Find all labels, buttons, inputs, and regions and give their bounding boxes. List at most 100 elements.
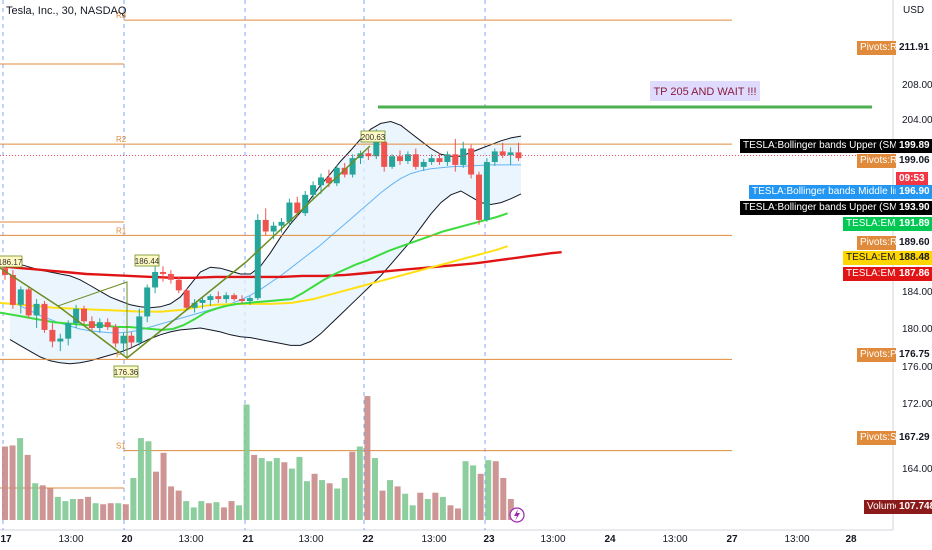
volume-bar [447, 505, 454, 520]
lightning-glyph [514, 509, 520, 521]
candle-body [136, 316, 143, 343]
volume-bar [213, 502, 220, 520]
candle-body [491, 151, 498, 163]
volume-bar [296, 457, 303, 520]
candle-body [270, 225, 277, 232]
volume-bar [39, 485, 46, 520]
volume-bar [251, 454, 258, 520]
y-tick-label: 204.00 [902, 115, 932, 126]
volume-bar [439, 496, 446, 520]
x-tick-label: 22 [362, 534, 374, 545]
candle-body [420, 162, 427, 167]
candle-body [325, 177, 332, 184]
candle-body [152, 272, 159, 288]
price-callout-text: 200.63 [361, 133, 386, 142]
candle-body [318, 177, 324, 186]
price-callout-box [113, 365, 139, 378]
candle-body [310, 185, 317, 195]
candle-body [294, 202, 301, 214]
y-tick-label: 172.00 [902, 399, 932, 410]
volume-bar [477, 473, 484, 520]
volume-bar [160, 452, 167, 520]
volume-bar [326, 483, 333, 520]
x-tick-label: 13:00 [540, 534, 565, 545]
volume-bar [266, 461, 273, 520]
chart-header: Tesla, Inc., 30, NASDAQ [6, 5, 126, 17]
volume-bar [507, 499, 514, 520]
candle-body [412, 154, 419, 167]
candle-body [246, 298, 253, 301]
volume-bar [492, 461, 499, 520]
candle-body [381, 141, 388, 167]
candle-body [112, 327, 119, 344]
volume-bar [341, 478, 348, 520]
volume-bar [153, 471, 159, 520]
candle-body [349, 158, 356, 175]
volume-bar [364, 396, 371, 520]
volume-bar [273, 458, 280, 520]
volume-bar [54, 496, 61, 520]
candle-body [81, 308, 87, 322]
x-tick-label: 13:00 [662, 534, 687, 545]
indicator-label: TESLA:Bollinger bands Upper (SMA + N*Std… [740, 139, 932, 153]
indicator-label: TESLA:EMA 1 [843, 267, 913, 281]
candle-body [254, 219, 261, 299]
x-tick-label: 17 [0, 534, 12, 545]
volume-bar [349, 451, 356, 520]
volume-bar [462, 461, 469, 520]
candle-body [57, 338, 64, 342]
price-callout-box [0, 255, 23, 268]
candle-body [428, 158, 435, 163]
candle-body [341, 167, 348, 175]
indicator-value: 09:53 [896, 172, 928, 186]
indicator-value: 187.86 [896, 267, 932, 281]
volume-bar [107, 503, 114, 520]
candle-body [183, 290, 190, 308]
volume-bar [137, 438, 144, 520]
candle-body [120, 335, 127, 344]
pivot-tag-r1: Pivots:R1 [857, 236, 906, 250]
candle-body [17, 289, 24, 305]
x-tick-label: 20 [121, 534, 133, 545]
volume-bar [122, 504, 129, 520]
volume-bar [205, 503, 212, 520]
candle-body [444, 154, 451, 163]
indicator-value: 196.90 [896, 185, 932, 199]
volume-bar [379, 490, 386, 520]
indicator-value: 188.48 [896, 251, 932, 265]
candle-body [404, 154, 411, 162]
y-tick-label: 184.00 [902, 287, 932, 298]
volume-bar [175, 490, 182, 520]
volume-bar [356, 446, 363, 520]
volume-bar [470, 465, 477, 520]
pivot-name-r3: R3 [116, 11, 127, 20]
candle-body [199, 300, 206, 303]
candle-body [96, 322, 103, 328]
candle-body [41, 303, 48, 330]
volume-bar [100, 504, 107, 520]
pivot-name-r1: R1 [116, 226, 127, 235]
candle-body [286, 202, 293, 222]
candle-body [144, 287, 151, 317]
pivot-name-s1: S1 [116, 442, 126, 451]
volume-bar [394, 486, 401, 520]
y-tick-label: 164.00 [902, 464, 932, 475]
candle-body [483, 162, 490, 220]
volume-bar [130, 478, 137, 520]
volume-bar [115, 503, 122, 520]
volume-value: 107.748K [896, 500, 932, 514]
volume-bar [69, 499, 76, 520]
x-tick-label: 21 [242, 534, 254, 545]
volume-bar [236, 505, 243, 520]
volume-label: Volume [864, 500, 904, 514]
volume-bar [190, 507, 197, 520]
candle-body [278, 221, 285, 226]
pivot-value-r2: 199.06 [896, 154, 932, 168]
zigzag-aux [0, 267, 128, 358]
candle-body [191, 302, 198, 308]
tp-note-text: TP 205 AND WAIT !!! [653, 86, 756, 98]
x-tick-label: 24 [604, 534, 616, 545]
volume-bar [183, 501, 190, 520]
